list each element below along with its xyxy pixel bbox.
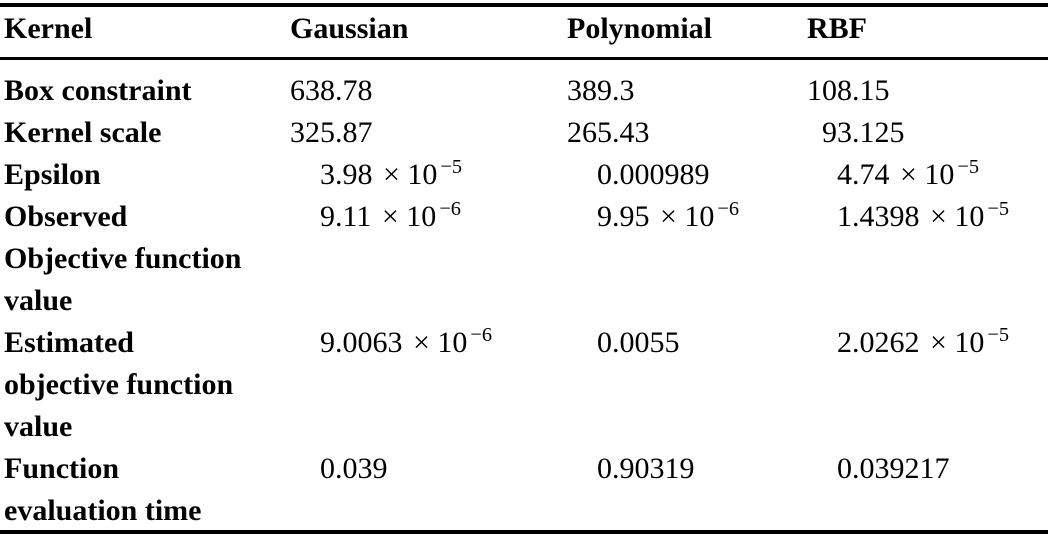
row-label: Box constraint bbox=[4, 74, 192, 107]
table-bottom-rule bbox=[0, 530, 1048, 534]
table-row: Estimated objective function value 9.006… bbox=[4, 322, 1048, 448]
table-row: Observed Objective function value 9.11 ×… bbox=[4, 196, 1048, 322]
row-label: Epsilon bbox=[4, 158, 101, 191]
table-row: Function evaluation time 0.039 0.90319 0… bbox=[4, 448, 1048, 532]
row-label: Estimated objective function value bbox=[4, 326, 234, 443]
value-cell-polynomial: 9.95 × 10 −6 bbox=[597, 198, 740, 233]
value-cell-polynomial: 0.0055 bbox=[597, 326, 680, 359]
value-cell-gaussian: 9.11 × 10 −6 bbox=[320, 198, 462, 233]
value-cell-rbf: 93.125 bbox=[822, 116, 905, 149]
table-row: Epsilon 3.98 × 10 −5 0.000989 4.74 × 10 −5 bbox=[4, 154, 1048, 196]
table-row: Kernel scale 325.87 265.43 93.125 bbox=[4, 112, 1048, 154]
value-cell-rbf: 0.039217 bbox=[837, 452, 950, 485]
row-label: Observed Objective function value bbox=[4, 200, 242, 317]
table-header-row: Kernel Gaussian Polynomial RBF bbox=[0, 9, 1048, 49]
column-header-polynomial: Polynomial bbox=[567, 12, 713, 45]
table-body: Box constraint 638.78 389.3 108.15 Kerne… bbox=[0, 70, 1048, 532]
value-cell-polynomial: 0.90319 bbox=[597, 452, 695, 485]
value-cell-polynomial: 0.000989 bbox=[597, 158, 710, 191]
value-cell-gaussian: 325.87 bbox=[290, 116, 373, 149]
value-cell-rbf: 1.4398 × 10 −5 bbox=[837, 198, 1010, 233]
value-cell-gaussian: 0.039 bbox=[320, 452, 388, 485]
row-label: Function evaluation time bbox=[4, 452, 202, 527]
value-cell-rbf: 4.74 × 10 −5 bbox=[837, 156, 980, 191]
value-cell-polynomial: 265.43 bbox=[567, 116, 650, 149]
table-top-rule bbox=[0, 3, 1048, 7]
column-header-kernel: Kernel bbox=[4, 12, 93, 45]
value-cell-polynomial: 389.3 bbox=[567, 74, 635, 107]
column-header-rbf: RBF bbox=[807, 12, 867, 45]
value-cell-gaussian: 9.0063 × 10 −6 bbox=[320, 324, 493, 359]
column-header-gaussian: Gaussian bbox=[290, 12, 409, 45]
value-cell-gaussian: 3.98 × 10 −5 bbox=[320, 156, 463, 191]
table-header-rule bbox=[0, 57, 1048, 60]
value-cell-gaussian: 638.78 bbox=[290, 74, 373, 107]
table-row: Box constraint 638.78 389.3 108.15 bbox=[4, 70, 1048, 112]
value-cell-rbf: 108.15 bbox=[807, 74, 890, 107]
value-cell-rbf: 2.0262 × 10 −5 bbox=[837, 324, 1010, 359]
row-label: Kernel scale bbox=[4, 116, 162, 149]
